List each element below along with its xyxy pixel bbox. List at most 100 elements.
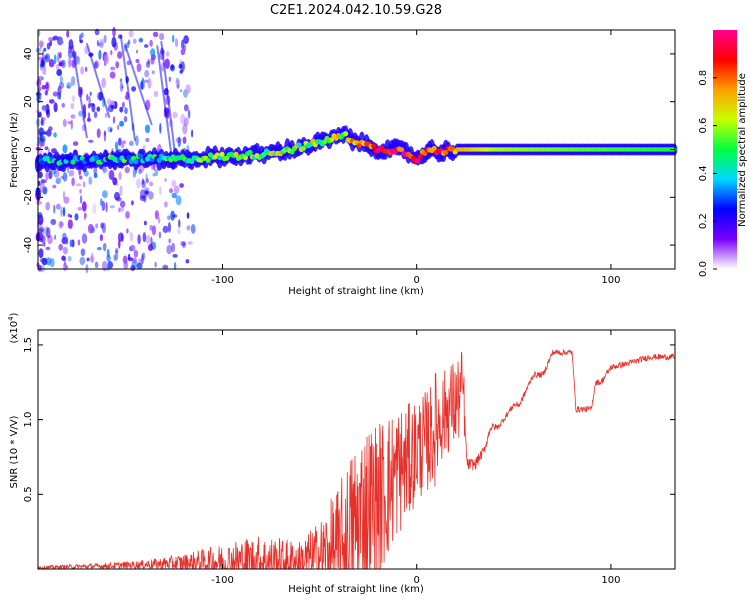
spectrogram-noise-blob	[87, 223, 94, 234]
spectrogram-noise-blob	[80, 32, 84, 39]
spectrogram-noise-blob	[138, 169, 142, 175]
spectrogram-noise-blob	[65, 236, 69, 245]
spectrogram-ridge-core	[296, 142, 302, 148]
spectrogram-noise-blob	[37, 56, 44, 61]
snr-x-ticks: -100 0 100	[211, 330, 620, 586]
spectrogram-noise-blob	[80, 66, 84, 75]
spectrogram-noise-blob	[139, 189, 146, 200]
spectrogram-noise-blob	[38, 30, 41, 37]
spectrogram-noise-blob	[119, 120, 125, 127]
spectrogram-noise-blob	[57, 92, 61, 100]
spectrogram-noise-blob	[114, 141, 119, 151]
spectrogram-noise-blob	[129, 231, 133, 242]
spectrogram-noise-blob	[62, 144, 68, 154]
spectrogram-noise-blob	[43, 47, 47, 52]
spectrogram-noise-blob	[152, 31, 159, 38]
spectrogram-noise-blob	[141, 179, 146, 189]
spectrogram-noise-blob	[183, 117, 189, 126]
spectrogram-noise-blob	[122, 255, 128, 264]
spectrogram-noise-blob	[103, 131, 107, 142]
spectrogram-ridge-core	[219, 151, 225, 157]
spectrogram-noise-blob	[144, 124, 151, 134]
colorbar-label: Normalized spectral amplitude	[737, 73, 748, 227]
spectrogram-noise-blob	[181, 242, 186, 248]
spectrogram-noise-blob	[41, 106, 48, 112]
spectrogram-noise-blob	[132, 257, 137, 264]
snr-multiplier-close: )	[9, 312, 20, 316]
spectrogram-noise-blob	[42, 186, 48, 195]
spectrogram-noise-blob	[88, 256, 95, 262]
snr-series-line	[38, 349, 675, 569]
spectrogram-noise-blob	[98, 49, 102, 60]
spectrogram-noise-blob	[127, 39, 131, 45]
snr-y-tick-label: 1.0	[23, 412, 34, 428]
spectrogram-noise-blob	[96, 91, 102, 101]
spectrogram-noise-blob	[70, 119, 74, 130]
spectrogram-noise-blob	[181, 39, 185, 50]
spectrogram-noise-blob	[135, 135, 139, 146]
spectrogram-noise-blob	[45, 257, 52, 266]
spectrogram-noise-blob	[180, 113, 186, 125]
spectrogram-noise-blob	[186, 212, 190, 219]
snr-y-tick-label: 1.5	[23, 337, 34, 353]
spectrogram-streak	[71, 45, 88, 139]
spectrogram-noise-blob	[121, 85, 124, 89]
spectrogram-x-tick-label: 100	[601, 275, 620, 286]
spectrogram-noise-blob	[116, 124, 120, 130]
spectrogram-noise-blob	[145, 137, 150, 143]
spectrogram-noise-blob	[48, 36, 53, 42]
spectrogram-noise-blob	[41, 257, 48, 266]
spectrogram-noise-blob	[112, 177, 118, 186]
spectrogram-noise-blob	[114, 250, 119, 261]
spectrogram-noise-blob	[109, 205, 116, 209]
spectrogram-noise-blob	[158, 217, 161, 224]
spectrogram-noise-blob	[46, 42, 51, 50]
spectrogram-noise-blob	[41, 76, 45, 81]
spectrogram-ridge-core	[233, 151, 239, 157]
spectrogram-noise-blob	[166, 244, 173, 255]
spectrogram-noise-blob	[58, 243, 63, 251]
spectrogram-noise-blob	[58, 52, 62, 59]
spectrogram-noise-blob	[132, 168, 137, 178]
spectrogram-noise-blob	[52, 35, 59, 41]
spectrogram-noise-blob	[153, 90, 159, 98]
spectrogram-noise-blob	[70, 103, 75, 110]
spectrogram-noise-blob	[53, 102, 58, 113]
spectrogram-noise-blob	[147, 58, 150, 65]
spectrogram-noise-blob	[72, 141, 79, 146]
spectrogram-ridge-core	[126, 154, 132, 161]
spectrogram-noise-blob	[136, 262, 143, 270]
spectrogram-noise-blob	[94, 261, 99, 269]
spectrogram-ridge-core	[343, 131, 349, 137]
snr-multiplier-exp: 4	[7, 316, 15, 321]
spectrogram-noise-blob	[123, 115, 128, 123]
spectrogram-noise-blob	[102, 190, 108, 199]
spectrogram-noise-blob	[46, 108, 51, 118]
spectrogram-noise-blob	[185, 259, 190, 264]
spectrogram-ridge-core	[84, 156, 90, 162]
spectrogram-noise-blob	[82, 181, 86, 188]
spectrogram-noise-blob	[154, 210, 159, 220]
spectrogram-noise-blob	[59, 40, 64, 45]
spectrogram-ridge-core	[329, 137, 335, 143]
spectrogram-noise-blob	[159, 32, 165, 41]
spectrogram-noise-blob	[149, 39, 153, 47]
spectrogram-noise-blob	[143, 220, 147, 226]
spectrogram-noise-blob	[183, 35, 189, 45]
spectrogram-noise-blob	[106, 254, 111, 262]
spectrogram-noise-blob	[52, 91, 58, 97]
spectrogram-noise-blob	[79, 189, 82, 194]
spectrogram-noise-blob	[101, 260, 108, 272]
spectrogram-noise-blob	[86, 93, 89, 102]
spectrogram-noise-blob	[80, 248, 86, 257]
spectrogram-noise-blob	[55, 63, 60, 71]
spectrogram-ridge-core	[247, 149, 253, 155]
spectrogram-noise-blob	[53, 132, 57, 138]
spectrogram-noise-blob	[164, 58, 170, 69]
spectrogram-noise-blob	[101, 222, 106, 234]
spectrogram-noise-blob	[103, 34, 107, 44]
spectrogram-noise-blob	[39, 182, 46, 193]
spectrogram-noise-blob	[70, 114, 76, 119]
spectrogram-noise-blob	[88, 139, 94, 143]
spectrogram-noise-blob	[152, 173, 156, 177]
